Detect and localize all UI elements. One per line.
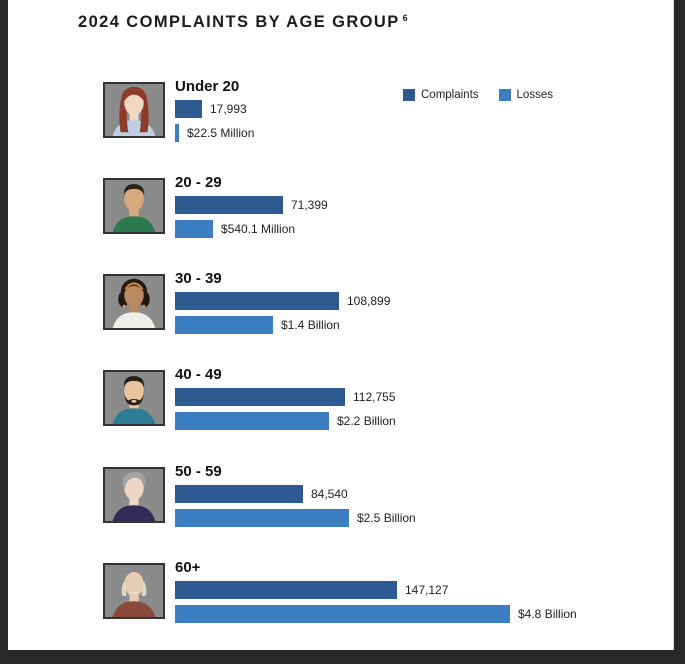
avatar-young-man-dark-hair [103,178,165,234]
losses-value-label: $1.4 Billion [281,318,340,332]
age-group-label: 60+ [175,559,201,576]
complaints-bar-row: 71,399 [175,196,328,214]
chart-title-text: 2024 COMPLAINTS BY AGE GROUP [78,13,400,31]
age-group-label: 20 - 29 [175,174,222,191]
legend-item-losses: Losses [498,89,553,101]
age-group-row: 60+ 147,127 $4.8 Billion [8,559,674,623]
avatar-person-gray-hair [103,467,165,523]
chart-title: 2024 COMPLAINTS BY AGE GROUP 6 [78,13,408,32]
complaints-value-label: 147,127 [405,583,449,597]
losses-value-label: $2.2 Billion [337,414,396,428]
losses-bar [175,220,213,238]
age-group-row: 30 - 39 108,899 $1.4 Billion [8,270,674,334]
age-group-row: Under 20 17,993 $22.5 Million [8,78,674,142]
losses-bar-row: $4.8 Billion [175,605,577,623]
losses-bar-row: $2.2 Billion [175,412,396,430]
complaints-bar [175,581,397,599]
losses-value-label: $22.5 Million [187,126,255,140]
losses-bar-row: $1.4 Billion [175,316,340,334]
age-group-row: 40 - 49 112,755 $2.2 Billion [8,366,674,430]
age-group-label: 40 - 49 [175,366,222,383]
legend: Complaints Losses [403,89,553,101]
losses-bar [175,316,273,334]
losses-bar-row: $22.5 Million [175,124,254,142]
complaints-bar [175,196,283,214]
complaints-bar-row: 84,540 [175,485,348,503]
age-group-row: 20 - 29 71,399 $540.1 Million [8,174,674,238]
losses-bar [175,509,349,527]
losses-value-label: $540.1 Million [221,222,296,236]
complaints-bar [175,292,339,310]
losses-value-label: $4.8 Billion [518,607,577,621]
complaints-bar-row: 147,127 [175,581,448,599]
complaints-value-label: 112,755 [353,390,396,404]
age-group-row: 50 - 59 84,540 $2.5 Billion [8,463,674,527]
avatar-senior-man [103,563,165,619]
avatar-young-woman-red-hair [103,82,165,138]
complaints-value-label: 17,993 [210,102,247,116]
legend-label: Complaints [421,89,479,101]
complaints-bar [175,388,345,406]
avatar-man-beard [103,370,165,426]
age-group-label: 30 - 39 [175,270,222,287]
complaints-value-label: 71,399 [291,198,328,212]
losses-bar-row: $540.1 Million [175,220,295,238]
complaints-bar [175,485,303,503]
legend-item-complaints: Complaints [403,89,479,101]
complaints-bar-row: 112,755 [175,388,396,406]
legend-swatch-complaints [403,89,415,101]
legend-label: Losses [516,89,553,101]
complaints-bar-row: 17,993 [175,100,247,118]
age-group-label: 50 - 59 [175,463,222,480]
losses-value-label: $2.5 Billion [357,511,416,525]
complaints-bar [175,100,202,118]
losses-bar [175,412,329,430]
age-group-label: Under 20 [175,78,240,95]
report-page: 2024 COMPLAINTS BY AGE GROUP 6 Complaints… [8,0,674,650]
losses-bar [175,605,510,623]
avatar-woman-curly-hair [103,274,165,330]
complaints-value-label: 108,899 [347,294,391,308]
complaints-bar-row: 108,899 [175,292,390,310]
legend-swatch-losses [498,89,511,101]
losses-bar-row: $2.5 Billion [175,509,416,527]
losses-bar [175,124,179,142]
footnote-marker: 6 [402,13,408,23]
complaints-value-label: 84,540 [311,487,348,501]
